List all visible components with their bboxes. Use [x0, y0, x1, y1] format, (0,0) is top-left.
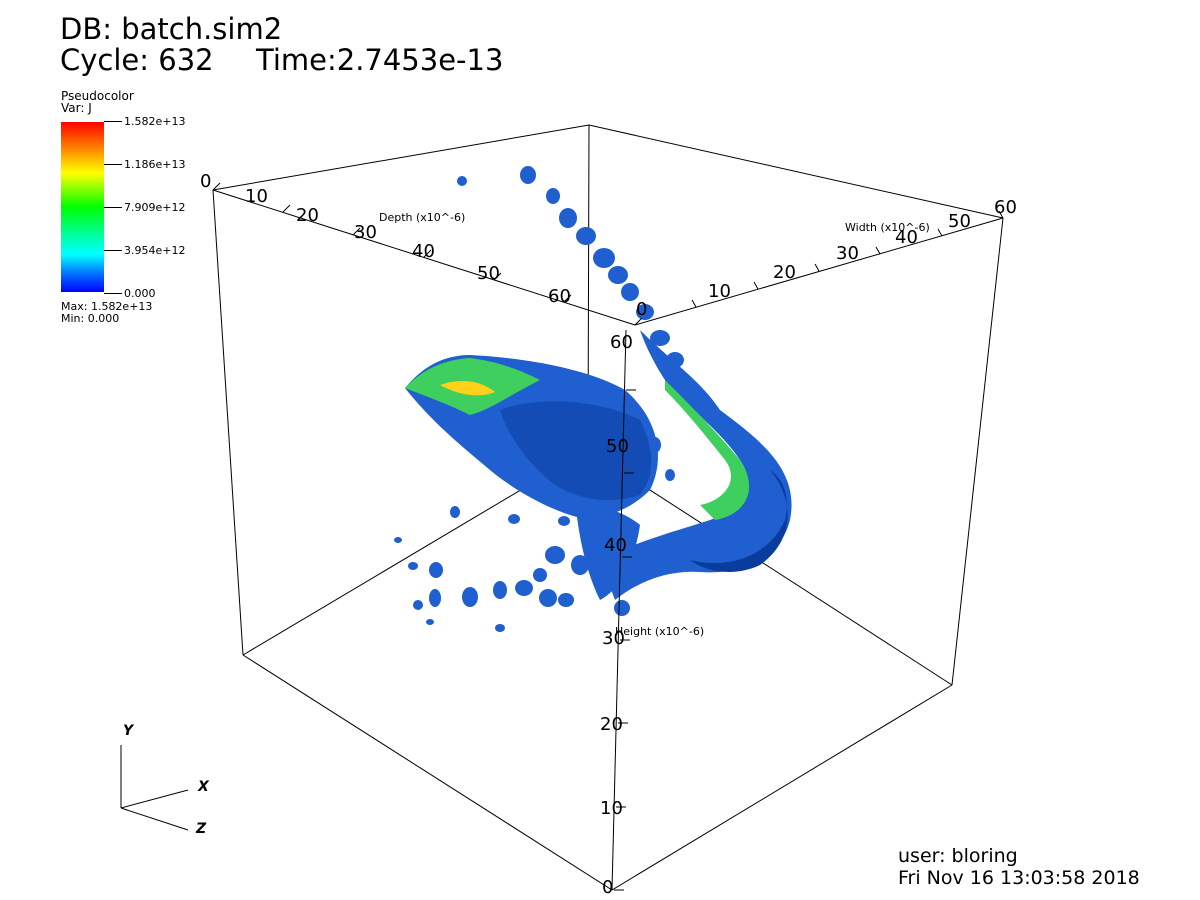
bounding-box [212, 124, 1004, 891]
depth-tick-60: 60 [548, 286, 571, 307]
legend-plot-type: Pseudocolor [61, 89, 134, 103]
width-tick-20: 20 [773, 262, 796, 283]
triad-z-label: Z [196, 821, 207, 837]
depth-tick-20: 20 [296, 205, 319, 226]
depth-tick-30: 30 [354, 222, 377, 243]
depth-tick-40: 40 [412, 241, 435, 262]
legend-var: Var: J [61, 101, 92, 115]
width-tick-30: 30 [836, 243, 859, 264]
width-axis [634, 210, 1004, 326]
height-tick-20: 20 [600, 714, 623, 735]
width-tick-0: 0 [636, 299, 648, 320]
height-axis [611, 329, 636, 891]
legend-tick-3: 7.909e+12 [124, 201, 186, 214]
depth-tick-10: 10 [245, 186, 268, 207]
width-tick-50: 50 [948, 211, 971, 232]
triad-x-label: X [198, 779, 209, 795]
height-tick-60: 60 [610, 332, 633, 353]
depth-axis [212, 182, 643, 326]
user-label: user: bloring [898, 845, 1018, 867]
legend-max: Max: 1.582e+13 [61, 300, 153, 313]
width-tick-40: 40 [895, 227, 918, 248]
legend-tick-max: 1.582e+13 [124, 115, 186, 128]
depth-tick-50: 50 [477, 263, 500, 284]
height-axis-title: Height (x10^-6) [615, 625, 705, 638]
time-label: Time:2.7453e-13 [256, 43, 504, 77]
legend-tick-min: 0.000 [124, 287, 156, 300]
depth-tick-0: 0 [200, 171, 212, 192]
legend-tick-4: 3.954e+12 [124, 244, 186, 257]
timestamp-label: Fri Nov 16 13:03:58 2018 [898, 867, 1140, 889]
width-tick-10: 10 [708, 281, 731, 302]
height-tick-10: 10 [600, 798, 623, 819]
height-tick-0: 0 [602, 877, 614, 898]
triad-y-label: Y [123, 723, 134, 739]
surface-plot [394, 166, 792, 632]
width-axis-title: Width (x10^-6) [845, 221, 930, 234]
legend-colorbar [61, 122, 104, 292]
legend-tick-2: 1.186e+13 [124, 158, 186, 171]
width-tick-60: 60 [994, 197, 1017, 218]
height-tick-40: 40 [604, 535, 627, 556]
cycle-label: Cycle: 632 [60, 43, 214, 77]
depth-axis-title: Depth (x10^-6) [379, 211, 466, 224]
height-tick-30: 30 [602, 628, 625, 649]
height-tick-50: 50 [606, 436, 629, 457]
orientation-triad [120, 745, 189, 831]
legend-min: Min: 0.000 [61, 312, 120, 325]
db-title: DB: batch.sim2 [60, 12, 283, 46]
